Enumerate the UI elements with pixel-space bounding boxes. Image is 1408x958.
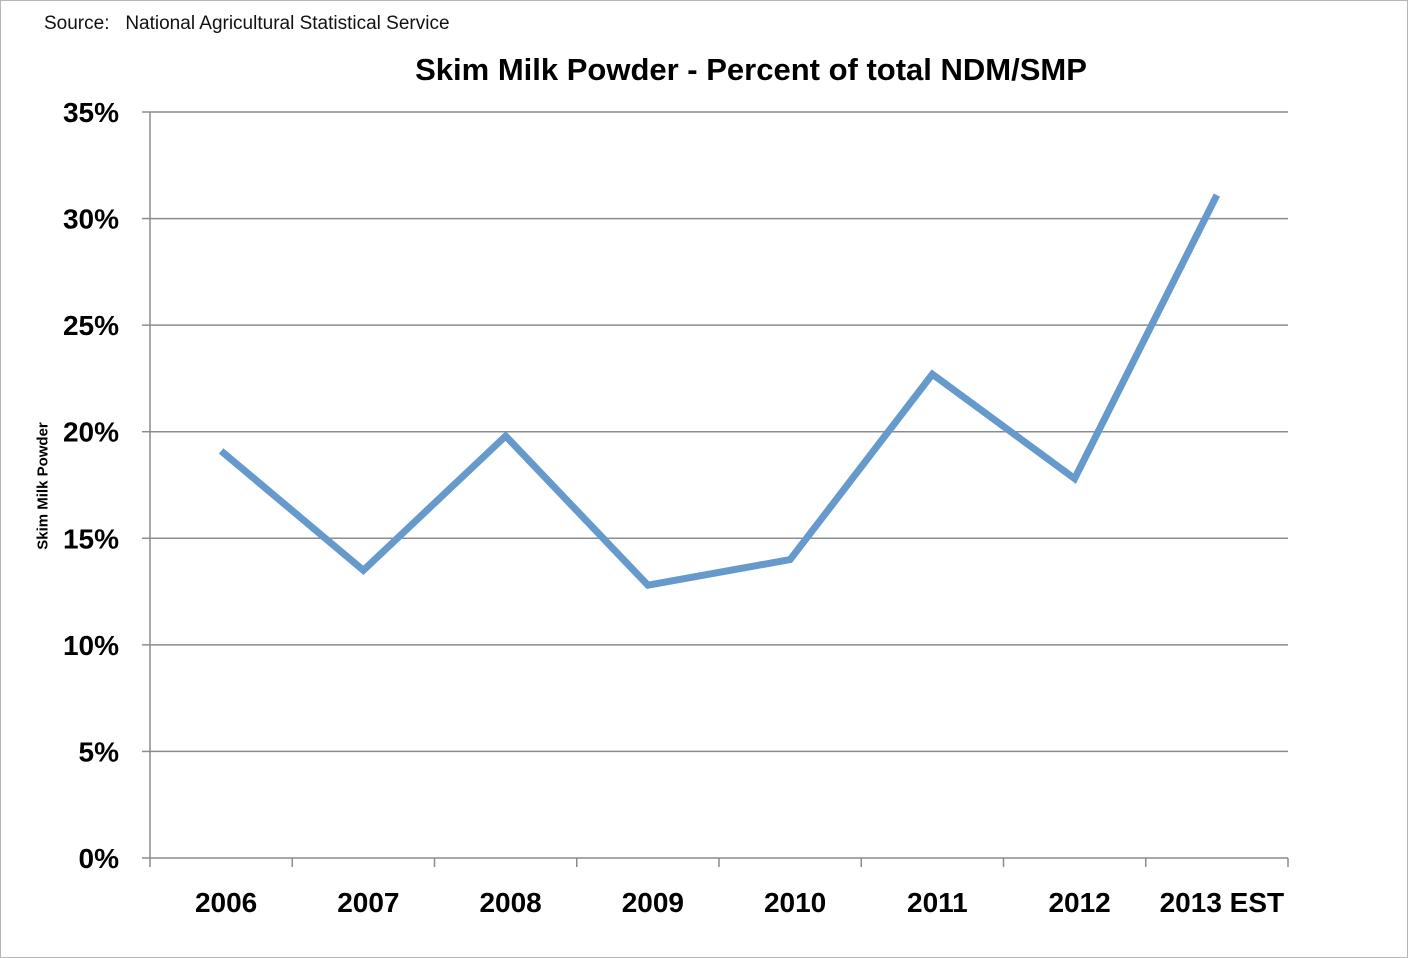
x-tick-label: 2008 [479, 887, 541, 918]
series-layer [218, 193, 1221, 589]
gridlines [150, 111, 1288, 753]
x-tick-label: 2010 [764, 887, 826, 918]
x-tick-label: 2012 [1048, 887, 1110, 918]
y-tick-label: 35% [63, 97, 119, 128]
y-tick-label: 15% [63, 523, 119, 554]
x-tick-labels: 2006 2007 2008 2009 2010 2011 2012 2013 EST [195, 887, 1284, 918]
y-tick-label: 0% [79, 843, 120, 874]
y-tick-label: 20% [63, 417, 119, 448]
chart-title: Skim Milk Powder - Percent of total NDM/… [415, 52, 1087, 87]
source-label: Source: [44, 13, 110, 34]
x-tick-label: 2006 [195, 887, 257, 918]
x-tick-label: 2011 [907, 887, 968, 918]
x-tick-label: 2013 EST [1160, 887, 1285, 918]
y-tick-labels: 0% 5% 10% 15% 20% 25% 30% 35% [63, 97, 119, 874]
y-tick-label: 5% [79, 736, 120, 767]
x-tick-label: 2007 [337, 887, 399, 918]
source-text: National Agricultural Statistical Servic… [125, 13, 450, 34]
source-line: Source: National Agricultural Statistica… [44, 13, 450, 35]
axes [142, 111, 1289, 867]
series-line [218, 193, 1221, 589]
y-tick-label: 30% [63, 204, 119, 235]
y-tick-label: 10% [63, 630, 119, 661]
x-tick-label: 2009 [622, 887, 684, 918]
y-tick-label: 25% [63, 310, 119, 341]
